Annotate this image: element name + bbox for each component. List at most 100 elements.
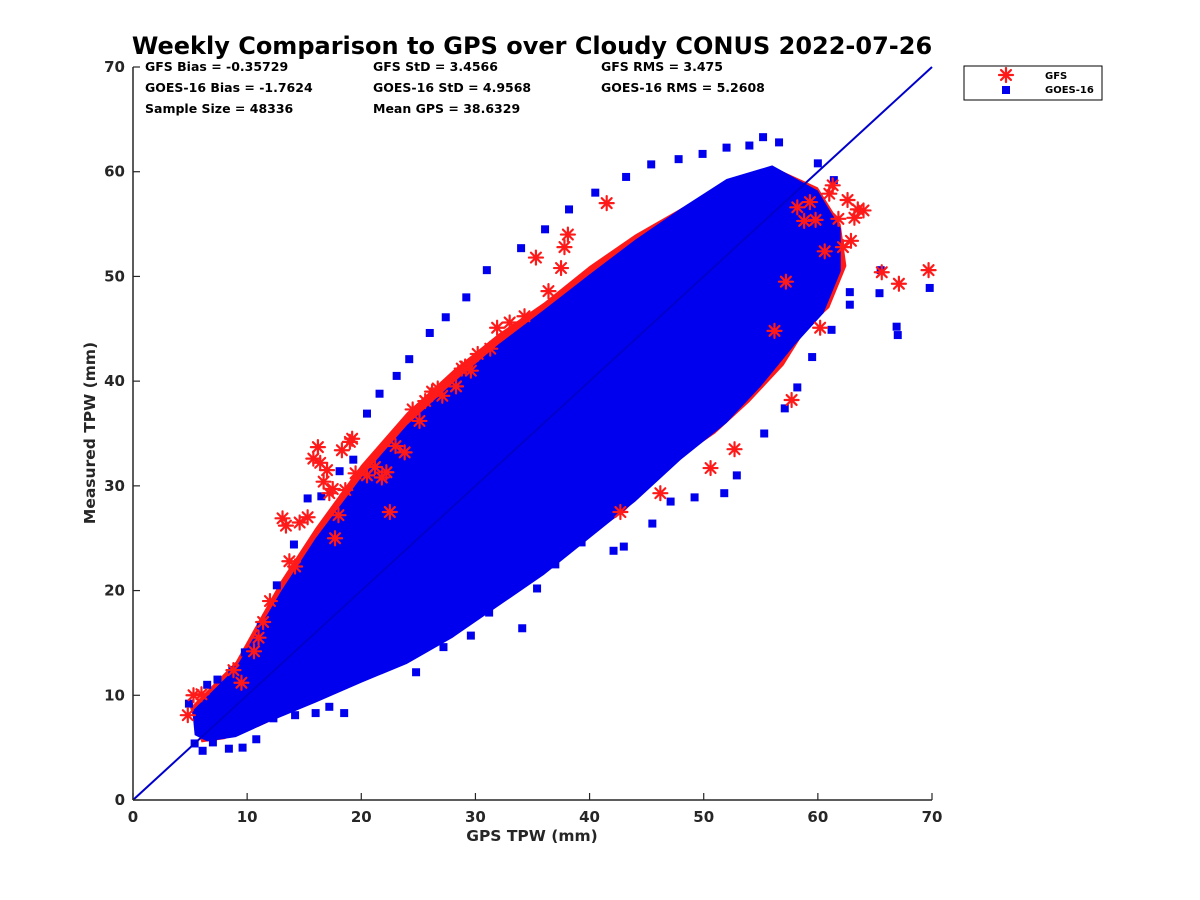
stat-gfs-std: GFS StD = 3.4566 bbox=[373, 59, 498, 74]
goes-16-point bbox=[482, 266, 491, 275]
goes-16-point bbox=[203, 680, 212, 689]
legend-marker-goes-16 bbox=[1002, 86, 1010, 94]
gfs-point bbox=[783, 391, 800, 409]
gfs-point bbox=[890, 275, 907, 292]
goes-16-point bbox=[808, 353, 817, 362]
x-ticks: 0 10 20 30 40 50 60 70 bbox=[128, 793, 942, 826]
x-tick-label: 60 bbox=[807, 808, 828, 826]
goes-16-point bbox=[565, 205, 574, 214]
gfs-point bbox=[812, 319, 829, 336]
goes-16-point bbox=[269, 714, 278, 723]
gfs-point bbox=[225, 662, 242, 679]
goes-cloud-fill bbox=[192, 165, 841, 742]
stat-gfs-bias: GFS Bias = -0.35729 bbox=[145, 59, 288, 74]
goes-16-point bbox=[340, 709, 349, 718]
stat-goes-bias: GOES-16 Bias = -1.7624 bbox=[145, 80, 313, 95]
goes-16-point bbox=[317, 492, 326, 501]
legend-label-gfs: GFS bbox=[1045, 71, 1067, 82]
goes-16-point bbox=[609, 546, 618, 555]
goes-16-point bbox=[732, 471, 741, 480]
gfs-point bbox=[489, 319, 506, 336]
goes-16-point bbox=[375, 389, 384, 398]
goes-16-point bbox=[517, 244, 526, 253]
gfs-point bbox=[291, 514, 308, 531]
goes-16-point bbox=[591, 188, 600, 197]
goes-16-point bbox=[533, 584, 542, 593]
gfs-point bbox=[366, 458, 384, 476]
goes-16-point bbox=[892, 322, 901, 331]
data-points bbox=[179, 133, 937, 755]
goes-16-point bbox=[240, 648, 249, 657]
goes-16-point bbox=[208, 738, 217, 747]
goes-16-point bbox=[252, 735, 261, 744]
stat-mean-gps: Mean GPS = 38.6329 bbox=[373, 101, 520, 116]
y-tick-label: 60 bbox=[104, 163, 125, 181]
gfs-point bbox=[315, 473, 332, 490]
stat-sample-size: Sample Size = 48336 bbox=[145, 101, 294, 116]
legend-label-goes-16: GOES-16 bbox=[1045, 85, 1094, 96]
goes-16-point bbox=[829, 176, 838, 185]
gfs-point bbox=[527, 249, 545, 266]
gfs-point bbox=[411, 412, 428, 430]
goes-16-point bbox=[198, 746, 207, 755]
gfs-point bbox=[777, 273, 794, 290]
gfs-point bbox=[381, 503, 398, 521]
goes-16-point bbox=[698, 149, 707, 158]
gfs-point bbox=[324, 480, 341, 498]
gfs-point bbox=[834, 239, 852, 256]
goes-16-point bbox=[291, 711, 300, 720]
gfs-point bbox=[920, 262, 937, 279]
gfs-point bbox=[179, 707, 196, 724]
gfs-point bbox=[330, 507, 347, 524]
gfs-point bbox=[559, 226, 576, 243]
stat-goes-std: GOES-16 StD = 4.9568 bbox=[373, 80, 531, 95]
y-tick-label: 30 bbox=[104, 477, 125, 495]
gfs-point bbox=[255, 613, 272, 631]
gfs-point bbox=[839, 191, 856, 209]
gfs-point bbox=[261, 592, 279, 610]
gfs-point bbox=[305, 450, 322, 467]
x-tick-label: 50 bbox=[693, 808, 714, 826]
goes-16-point bbox=[405, 355, 414, 364]
gfs-point bbox=[326, 530, 344, 547]
y-axis-label: Measured TPW (mm) bbox=[81, 342, 99, 524]
goes-16-point bbox=[213, 675, 222, 684]
gfs-point bbox=[766, 322, 783, 339]
goes-16-point bbox=[760, 429, 769, 438]
reference-line bbox=[132, 66, 933, 801]
goes-16-point bbox=[759, 133, 768, 142]
gfs-point bbox=[516, 308, 533, 325]
goes-16-point bbox=[335, 467, 344, 476]
gfs-point bbox=[286, 558, 304, 575]
goes-16-point bbox=[485, 608, 494, 617]
goes-16-point bbox=[720, 489, 729, 498]
legend-gfs-star bbox=[997, 66, 1015, 84]
stats-annotation: GFS Bias = -0.35729 GFS StD = 3.4566 GFS… bbox=[145, 59, 765, 116]
gfs-point bbox=[807, 211, 824, 228]
stat-goes-rms: GOES-16 RMS = 5.2608 bbox=[601, 80, 765, 95]
goes-16-point bbox=[392, 371, 401, 380]
goes-16-point bbox=[466, 631, 475, 640]
x-tick-label: 30 bbox=[465, 808, 486, 826]
goes-16-point bbox=[577, 538, 586, 547]
gfs-point bbox=[309, 439, 327, 456]
goes-16-point bbox=[238, 743, 247, 752]
goes-16-point bbox=[845, 300, 854, 309]
gfs-point bbox=[816, 243, 833, 260]
gfs-point bbox=[598, 195, 615, 212]
goes-16-point bbox=[412, 668, 421, 677]
gfs-point bbox=[396, 444, 413, 461]
x-tick-label: 20 bbox=[351, 808, 372, 826]
goes-16-point bbox=[619, 542, 628, 551]
chart-title: Weekly Comparison to GPS over Cloudy CON… bbox=[132, 32, 932, 60]
gfs-point bbox=[702, 459, 719, 477]
goes-16-point bbox=[690, 493, 699, 502]
goes-16-point bbox=[622, 172, 631, 181]
gfs-point bbox=[830, 210, 847, 227]
gfs-point bbox=[873, 264, 890, 281]
goes-16-point bbox=[541, 225, 550, 234]
goes-16-point bbox=[289, 540, 298, 549]
gfs-point bbox=[417, 392, 434, 410]
legend-marker-gfs bbox=[997, 66, 1015, 84]
